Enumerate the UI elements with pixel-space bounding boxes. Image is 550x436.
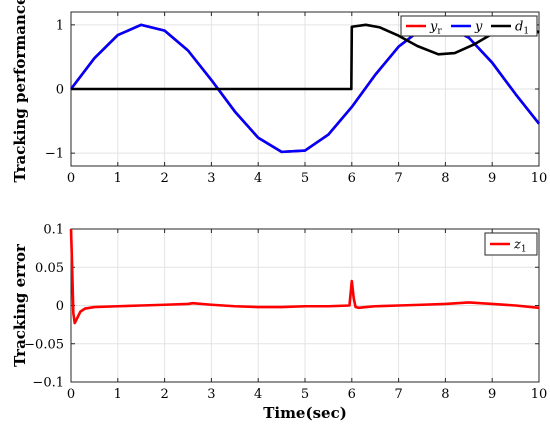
top-legend: yr y d1 <box>400 15 538 37</box>
y-tick-label: 1 <box>56 18 64 33</box>
legend-box <box>484 232 538 256</box>
x-tick-label: 5 <box>301 171 309 186</box>
y-tick-label: 0.1 <box>43 223 64 238</box>
x-tick-label: 0 <box>67 387 75 402</box>
tracking-error-plot: 0 1 2 3 4 5 6 7 8 9 10 −0.1 −0.05 0 0.05 0.1 Tracking … <box>11 223 547 423</box>
x-tick-label: 10 <box>531 171 548 186</box>
x-tick-label: 4 <box>254 387 262 402</box>
bottom-y-ticks: −0.1 −0.05 0 0.05 0.1 <box>24 223 539 391</box>
bottom-legend: z1 <box>484 232 538 256</box>
bottom-series <box>69 228 540 325</box>
legend-entry: yr <box>429 20 442 37</box>
y-tick-label: 0.05 <box>35 261 64 276</box>
x-tick-label: 10 <box>531 387 548 402</box>
y-tick-label: −0.05 <box>24 337 64 352</box>
tracking-performance-plot: 0 1 2 3 4 5 6 7 8 9 10 −101 Tracking performance y… <box>11 0 547 186</box>
x-tick-label: 6 <box>348 171 356 186</box>
series-line-z1 <box>69 228 540 325</box>
x-tick-label: 7 <box>394 171 402 186</box>
x-tick-label: 7 <box>394 387 402 402</box>
y-tick-label: 0 <box>56 83 64 98</box>
x-tick-label: 1 <box>114 387 122 402</box>
x-tick-label: 0 <box>67 171 75 186</box>
x-tick-label: 9 <box>488 171 496 186</box>
y-tick-label: −1 <box>45 147 64 162</box>
x-tick-label: 5 <box>301 387 309 402</box>
legend-entry: z1 <box>513 238 527 255</box>
y-tick-label: 0 <box>56 299 64 314</box>
legend-entry: y <box>474 20 483 35</box>
x-tick-label: 1 <box>114 171 122 186</box>
x-tick-label: 2 <box>160 171 168 186</box>
bottom-x-ticks: 0 1 2 3 4 5 6 7 8 9 10 <box>67 229 547 402</box>
top-y-axis-label: Tracking performance <box>11 0 29 183</box>
bottom-x-axis-label: Time(sec) <box>263 404 347 422</box>
x-tick-label: 9 <box>488 387 496 402</box>
legend-entry: d1 <box>515 20 529 37</box>
bottom-y-axis-label: Tracking error <box>11 243 29 367</box>
x-tick-label: 3 <box>207 387 215 402</box>
top-x-ticks: 0 1 2 3 4 5 6 7 8 9 10 <box>67 12 547 186</box>
x-tick-label: 3 <box>207 171 215 186</box>
x-tick-label: 6 <box>348 387 356 402</box>
x-tick-label: 2 <box>160 387 168 402</box>
y-tick-label: −0.1 <box>32 376 64 391</box>
x-tick-label: 8 <box>441 387 449 402</box>
x-tick-label: 8 <box>441 171 449 186</box>
x-tick-label: 4 <box>254 171 262 186</box>
